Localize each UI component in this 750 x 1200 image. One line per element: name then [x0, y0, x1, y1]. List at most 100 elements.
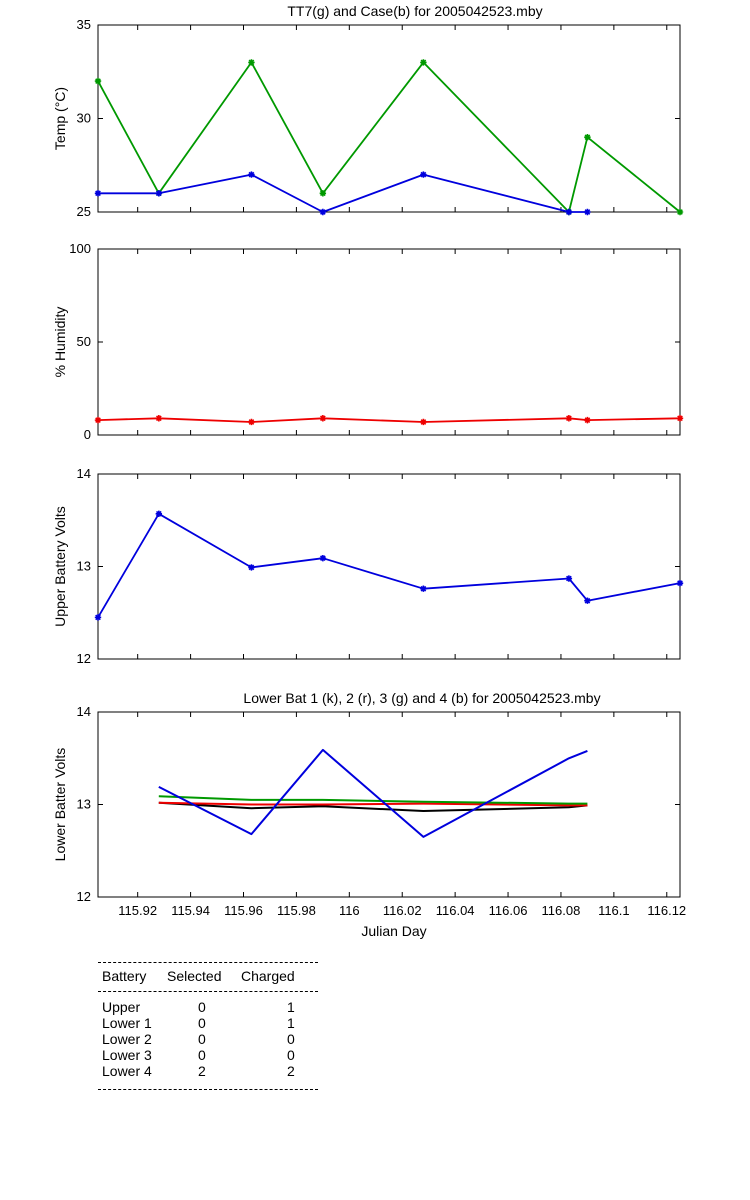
selected-value: 0	[198, 999, 206, 1015]
data-point	[319, 208, 327, 216]
data-point	[584, 416, 591, 424]
chart-title: TT7(g) and Case(b) for 2005042523.mby	[287, 3, 542, 19]
header-battery: Battery	[102, 968, 147, 984]
charged-value: 2	[287, 1063, 295, 1079]
y-tick-label: 13	[77, 559, 91, 574]
table-body: Upper 0 1 Lower 1 0 1 Lower 2 0 0 Lower …	[98, 999, 318, 1079]
table-bottom-rule	[98, 1089, 318, 1090]
y-tick-label: 14	[77, 466, 91, 481]
x-tick-label: 116.06	[489, 903, 528, 918]
data-point	[420, 59, 427, 66]
data-point	[565, 208, 573, 216]
series-line	[158, 801, 588, 812]
charged-value: 1	[287, 999, 295, 1015]
y-tick-label: 14	[77, 704, 91, 719]
data-point	[676, 579, 684, 587]
series-line	[158, 795, 588, 805]
x-tick-label: 116.04	[436, 903, 475, 918]
data-point	[319, 190, 327, 197]
selected-value: 2	[198, 1063, 206, 1079]
y-tick-label: 35	[77, 17, 91, 32]
data-point	[248, 418, 255, 426]
data-point	[584, 597, 591, 604]
series-line	[158, 801, 588, 807]
battery-name: Lower 3	[102, 1047, 152, 1063]
x-tick-label: 116.08	[542, 903, 581, 918]
plot-frame	[97, 248, 681, 436]
x-tick-label: 116.02	[383, 903, 422, 918]
y-axis-label: Temp (°C)	[52, 87, 68, 150]
series-line	[97, 61, 681, 213]
y-tick-label: 30	[77, 111, 91, 126]
table-row: Lower 2 0 0	[98, 1031, 318, 1047]
y-axis-label: Upper Battery Volts	[52, 506, 68, 627]
x-tick-label: 116.1	[598, 903, 630, 918]
data-point	[420, 585, 427, 592]
data-point	[155, 415, 163, 422]
battery-summary-table: Battery Selected Charged Upper 0 1 Lower…	[98, 962, 318, 1090]
charged-value: 0	[287, 1031, 295, 1047]
table-row: Lower 1 0 1	[98, 1015, 318, 1031]
table-row: Upper 0 1	[98, 999, 318, 1015]
series-line	[97, 512, 681, 618]
battery-name: Lower 4	[102, 1063, 152, 1079]
data-point	[155, 510, 163, 517]
series-line	[97, 417, 681, 423]
data-point	[565, 575, 573, 582]
table-row: Lower 4 2 2	[98, 1063, 318, 1079]
table-row: Lower 3 0 0	[98, 1047, 318, 1063]
battery-name: Upper	[102, 999, 141, 1015]
y-axis-label: Lower Batter Volts	[52, 748, 68, 862]
x-tick-label: 115.96	[224, 903, 263, 918]
y-tick-label: 0	[84, 427, 91, 442]
data-point	[94, 77, 102, 85]
charged-value: 1	[287, 1015, 295, 1031]
data-point	[248, 564, 255, 571]
x-tick-label: 115.92	[118, 903, 157, 918]
battery-name: Lower 2	[102, 1031, 152, 1047]
data-point	[676, 208, 684, 216]
data-point	[94, 416, 102, 424]
plot-frame	[97, 24, 681, 213]
data-point	[94, 614, 102, 621]
plot-frame	[97, 473, 681, 660]
table-top-rule	[98, 962, 318, 963]
selected-value: 0	[198, 1031, 206, 1047]
x-tick-label: 115.98	[277, 903, 316, 918]
series-line	[158, 748, 588, 838]
header-selected: Selected	[167, 968, 222, 984]
data-point	[94, 190, 102, 197]
x-tick-label: 116.12	[647, 903, 686, 918]
data-point	[584, 208, 591, 216]
selected-value: 0	[198, 1015, 206, 1031]
data-point	[319, 415, 327, 422]
data-point	[155, 190, 163, 197]
data-point	[420, 418, 427, 426]
y-tick-label: 12	[77, 889, 91, 904]
y-tick-label: 25	[77, 204, 91, 219]
charged-value: 0	[287, 1047, 295, 1063]
data-point	[676, 415, 684, 422]
chart-title: Lower Bat 1 (k), 2 (r), 3 (g) and 4 (b) …	[243, 690, 600, 706]
series-line	[98, 173, 588, 213]
header-charged: Charged	[241, 968, 295, 984]
charts-figure: 25 30 35 TT7(g) and Case(b) for 2005042523.…	[52, 3, 686, 939]
y-tick-label: 50	[77, 334, 91, 349]
data-point	[584, 134, 591, 141]
y-tick-label: 12	[77, 651, 91, 666]
table-header-rule	[98, 991, 318, 992]
battery-name: Lower 1	[102, 1015, 152, 1031]
data-point	[319, 554, 327, 562]
x-tick-label: 116	[339, 903, 360, 918]
y-axis-label: % Humidity	[52, 307, 68, 378]
y-tick-label: 13	[77, 797, 91, 812]
y-tick-label: 100	[69, 241, 91, 256]
data-point	[248, 59, 255, 66]
table-header-row: Battery Selected Charged	[98, 968, 318, 984]
data-point	[565, 415, 573, 422]
data-point	[420, 171, 427, 178]
x-tick-label: 115.94	[171, 903, 210, 918]
selected-value: 0	[198, 1047, 206, 1063]
x-axis-label: Julian Day	[361, 923, 426, 939]
data-point	[248, 171, 255, 178]
